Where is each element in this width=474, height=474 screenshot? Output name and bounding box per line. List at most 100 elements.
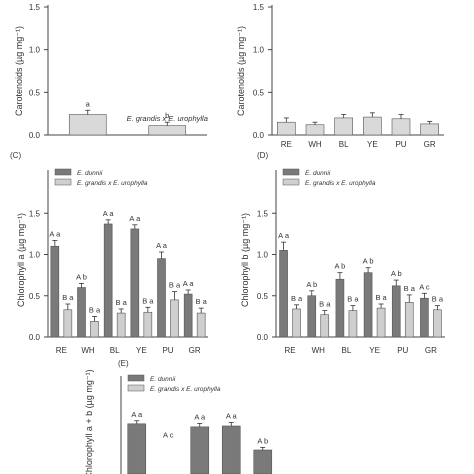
bar <box>77 287 86 338</box>
significance-label: A a <box>183 279 195 288</box>
bar <box>420 297 429 338</box>
bar <box>363 272 373 338</box>
category-label: PU <box>397 346 408 355</box>
y-tick-label: 0.0 <box>29 131 41 140</box>
bar <box>190 426 210 474</box>
bar <box>170 299 179 338</box>
y-axis-label: Chlorophyll a + b (µg mg⁻¹) <box>84 369 94 474</box>
category-label: WH <box>312 346 326 355</box>
y-tick-label: 1.0 <box>257 251 269 260</box>
category-label: GR <box>189 346 201 355</box>
legend-label: E. dunnii <box>305 170 331 177</box>
bar <box>307 295 317 338</box>
legend-label: E. grandis x E. urophylla <box>77 180 148 187</box>
y-tick-label: 1.5 <box>253 3 265 12</box>
category-label: RE <box>56 346 67 355</box>
bar <box>348 310 358 338</box>
bar <box>433 309 442 338</box>
panel-d: 0.0 0.5 1.0 1.5 Chlorophyll b (µg mg⁻¹) (D) RE… <box>240 151 445 355</box>
category-label: YE <box>367 140 378 149</box>
significance-label: B a <box>291 294 303 303</box>
bar <box>391 118 411 136</box>
category-label: GR <box>424 140 436 149</box>
y-axis-label: Chlorophyll a (µg mg⁻¹) <box>16 213 26 307</box>
legend-swatch <box>54 178 72 186</box>
significance-label: A b <box>363 257 374 266</box>
significance-label: A a <box>129 214 141 223</box>
significance-label: A a <box>278 231 290 240</box>
y-tick-label: 0.0 <box>29 333 41 342</box>
category-label: YE <box>136 346 147 355</box>
category-label: E. grandis x E. urophylla <box>127 114 208 123</box>
significance-label: A a <box>226 412 238 421</box>
y-axis-label: Carotenoids (µg mg⁻¹) <box>236 26 246 116</box>
category-label: PU <box>395 140 406 149</box>
significance-label: B a <box>196 297 208 306</box>
significance-label: B a <box>347 295 359 304</box>
y-tick-label: 1.5 <box>29 3 41 12</box>
bar <box>277 121 296 136</box>
significance-label: A a <box>103 209 115 218</box>
significance-label: B a <box>142 296 154 305</box>
category-label: RE <box>281 140 292 149</box>
bar <box>127 423 147 474</box>
bar <box>391 285 401 338</box>
bar <box>103 223 113 338</box>
category-label: RE <box>285 346 296 355</box>
bar <box>404 302 414 338</box>
bar <box>292 308 301 338</box>
y-axis-label: Carotenoids (µg mg⁻¹) <box>14 26 24 116</box>
bar <box>63 309 73 338</box>
category-label: GR <box>425 346 437 355</box>
category-label: BL <box>339 140 349 149</box>
significance-label: A c <box>419 282 430 291</box>
legend-swatch <box>282 178 300 186</box>
bar <box>157 258 166 338</box>
bar <box>196 312 206 338</box>
significance-label: B a <box>404 284 416 293</box>
y-tick-label: 1.0 <box>29 46 41 55</box>
panel-b: 0.0 0.5 1.0 1.5 Carotenoids (µg mg⁻¹) RE WH BL Y… <box>236 3 444 149</box>
significance-label: A c <box>163 430 174 439</box>
significance-label: a <box>86 99 91 108</box>
legend-swatch <box>54 168 72 176</box>
significance-label: A b <box>334 262 345 271</box>
y-axis-label: Chlorophyll b (µg mg⁻¹) <box>240 213 250 307</box>
y-tick-label: 0.5 <box>29 88 41 97</box>
significance-label: B a <box>116 298 128 307</box>
bar <box>68 114 107 136</box>
category-label: WH <box>308 140 322 149</box>
significance-label: B a <box>432 295 444 304</box>
significance-label: A b <box>391 269 402 278</box>
bar <box>363 116 382 136</box>
significance-label: B a <box>169 281 181 290</box>
bar <box>183 293 193 338</box>
legend-label: E. grandis x E. urophylla <box>150 386 221 393</box>
significance-label: A a <box>194 412 206 421</box>
y-tick-label: 1.0 <box>253 46 265 55</box>
legend-label: E. grandis x E. urophylla <box>305 180 376 187</box>
significance-label: B a <box>319 300 331 309</box>
bar <box>253 449 273 474</box>
significance-label: B a <box>62 293 74 302</box>
panel-label: (D) <box>257 151 268 160</box>
significance-label: A a <box>49 229 61 238</box>
y-tick-label: 0.5 <box>29 292 41 301</box>
bar <box>116 312 126 338</box>
bar <box>130 228 140 338</box>
panel-label: (C) <box>10 151 21 160</box>
significance-label: A b <box>257 436 268 445</box>
bar <box>305 124 325 136</box>
significance-label: A a <box>156 241 168 250</box>
significance-label: B a <box>375 293 387 302</box>
significance-label: A a <box>131 410 143 419</box>
category-label: WH <box>81 346 95 355</box>
y-tick-label: 0.0 <box>257 333 269 342</box>
bar <box>50 245 60 338</box>
legend-label: E. dunnii <box>150 376 176 383</box>
bar <box>279 250 288 338</box>
bar <box>320 314 330 338</box>
